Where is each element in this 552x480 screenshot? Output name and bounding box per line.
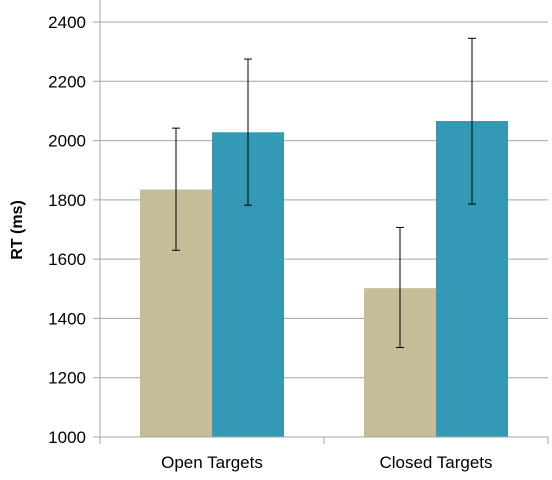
y-tick-label: 1400 xyxy=(48,309,86,328)
bars xyxy=(140,121,508,437)
y-tick-label: 1800 xyxy=(48,191,86,210)
labels: 1000 1200 1400 1600 1800 2000 2200 2400 Open Tar… xyxy=(48,13,492,472)
y-tick-label: 1600 xyxy=(48,250,86,269)
y-tick-label: 2400 xyxy=(48,13,86,32)
y-tick-label: 2000 xyxy=(48,132,86,151)
axes xyxy=(93,0,549,444)
y-axis-title: RT (ms) xyxy=(9,200,26,260)
error-bars xyxy=(172,37,476,348)
y-tick-label: 2200 xyxy=(48,72,86,91)
y-tick-label: 1200 xyxy=(48,369,86,388)
x-category-label: Closed Targets xyxy=(379,453,492,472)
x-category-label: Open Targets xyxy=(161,453,263,472)
y-tick-label: 1000 xyxy=(48,428,86,447)
